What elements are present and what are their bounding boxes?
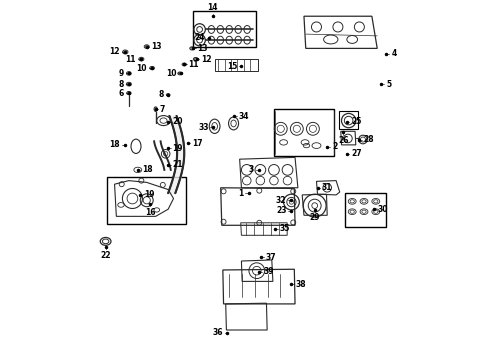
- Text: 28: 28: [364, 135, 374, 144]
- Text: 37: 37: [266, 253, 276, 262]
- Text: 27: 27: [351, 149, 362, 158]
- Text: 34: 34: [239, 112, 249, 121]
- Text: 8: 8: [158, 90, 164, 99]
- Text: 3: 3: [249, 165, 254, 174]
- Text: 29: 29: [310, 213, 320, 222]
- Text: 23: 23: [276, 207, 287, 216]
- Text: 14: 14: [208, 3, 218, 12]
- Text: 10: 10: [166, 69, 176, 78]
- Text: 39: 39: [264, 267, 274, 276]
- Text: 6: 6: [118, 89, 123, 98]
- Text: 32: 32: [276, 196, 287, 205]
- Bar: [339, 111, 358, 129]
- Text: 5: 5: [386, 80, 392, 89]
- Text: 1: 1: [238, 189, 243, 198]
- Text: 7: 7: [160, 105, 165, 114]
- Text: 30: 30: [378, 205, 389, 214]
- Text: 10: 10: [136, 64, 147, 73]
- Text: 22: 22: [100, 251, 111, 260]
- Text: 12: 12: [201, 55, 212, 64]
- Text: 26: 26: [338, 136, 348, 145]
- Text: 17: 17: [192, 139, 203, 148]
- Text: 11: 11: [189, 60, 199, 69]
- Text: 33: 33: [198, 122, 209, 131]
- Text: 8: 8: [118, 80, 123, 89]
- Text: 38: 38: [296, 280, 306, 289]
- Text: 2: 2: [333, 142, 338, 151]
- Text: 11: 11: [125, 55, 136, 64]
- Text: 20: 20: [172, 117, 183, 126]
- Text: 36: 36: [212, 328, 223, 337]
- Text: 18: 18: [109, 140, 120, 149]
- Text: 15: 15: [227, 62, 237, 71]
- Text: 9: 9: [118, 69, 123, 78]
- Text: 19: 19: [172, 144, 183, 153]
- Bar: [107, 177, 186, 224]
- Bar: [345, 193, 386, 227]
- Text: 24: 24: [195, 33, 205, 42]
- Text: 16: 16: [145, 208, 155, 217]
- Bar: [193, 11, 256, 46]
- Text: 19: 19: [144, 190, 154, 199]
- Text: 13: 13: [197, 44, 208, 53]
- Text: 4: 4: [392, 49, 397, 58]
- Text: 31: 31: [322, 183, 332, 192]
- Text: 12: 12: [109, 48, 120, 57]
- Text: 21: 21: [172, 160, 183, 169]
- Bar: [273, 109, 334, 156]
- Text: 25: 25: [351, 117, 362, 126]
- Text: 18: 18: [142, 165, 153, 174]
- Text: 35: 35: [280, 224, 290, 233]
- Text: 13: 13: [151, 42, 162, 51]
